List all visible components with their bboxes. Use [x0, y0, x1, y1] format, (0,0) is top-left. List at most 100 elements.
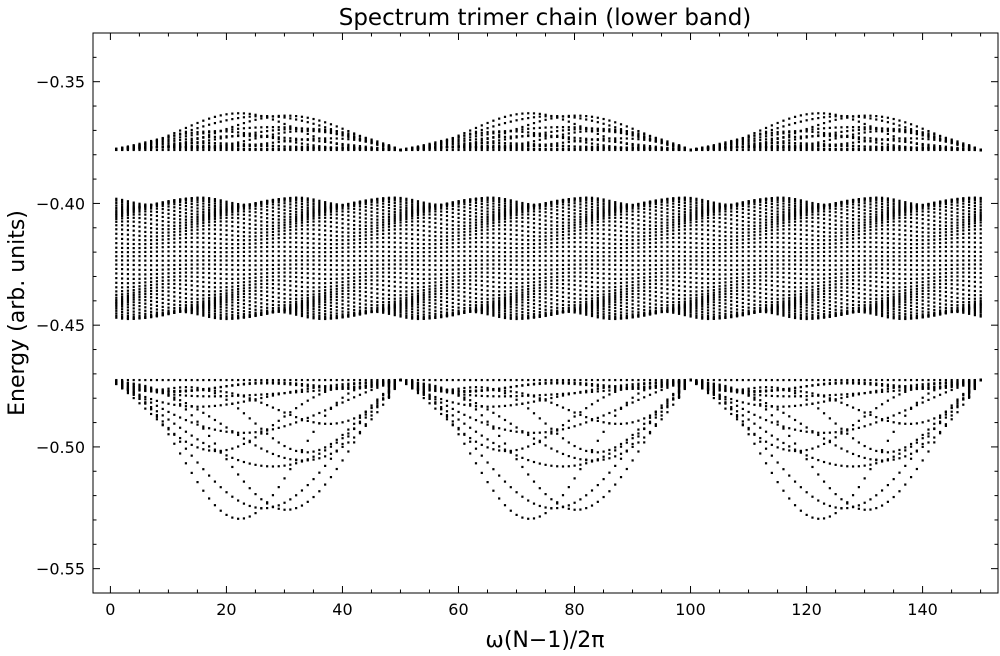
- scatter-point: [300, 196, 304, 199]
- scatter-point: [167, 134, 170, 137]
- scatter-point: [138, 246, 141, 250]
- scatter-point: [335, 312, 338, 315]
- scatter-point: [184, 378, 188, 382]
- scatter-point: [132, 277, 135, 280]
- scatter-point: [416, 148, 420, 152]
- scatter-point: [184, 215, 188, 218]
- scatter-point: [498, 241, 501, 245]
- scatter-point: [277, 254, 280, 258]
- scatter-point: [393, 297, 396, 300]
- scatter-point: [248, 112, 251, 115]
- scatter-point: [353, 427, 356, 430]
- scatter-point: [196, 388, 199, 392]
- scatter-point: [202, 441, 205, 445]
- scatter-point: [463, 231, 466, 234]
- scatter-point: [155, 207, 159, 210]
- scatter-point: [115, 298, 118, 301]
- scatter-point: [300, 383, 304, 386]
- scatter-point: [260, 142, 263, 146]
- scatter-point: [405, 259, 408, 262]
- scatter-point: [260, 378, 263, 382]
- scatter-point: [138, 147, 141, 150]
- scatter-point: [416, 273, 420, 276]
- scatter-point: [208, 497, 211, 500]
- scatter-point: [237, 213, 240, 216]
- scatter-point: [329, 263, 333, 267]
- scatter-point: [254, 118, 257, 121]
- scatter-point: [498, 139, 501, 142]
- scatter-point: [451, 146, 454, 149]
- scatter-point: [382, 226, 385, 229]
- scatter-point: [457, 268, 460, 271]
- scatter-point: [312, 386, 315, 389]
- scatter-point: [237, 117, 240, 120]
- scatter-point: [353, 138, 356, 141]
- scatter-point: [231, 213, 234, 216]
- scatter-point: [173, 396, 176, 399]
- scatter-point: [376, 147, 379, 150]
- scatter-point: [498, 272, 501, 275]
- scatter-point: [202, 280, 205, 284]
- scatter-point: [480, 405, 483, 408]
- scatter-point: [503, 298, 507, 301]
- scatter-point: [289, 213, 292, 216]
- scatter-point: [219, 308, 222, 311]
- scatter-point: [295, 297, 298, 300]
- scatter-point: [150, 296, 153, 299]
- scatter-point: [306, 232, 309, 235]
- scatter-point: [266, 393, 269, 396]
- scatter-point: [237, 499, 240, 502]
- scatter-point: [271, 382, 275, 385]
- scatter-point: [266, 286, 269, 289]
- scatter-point: [440, 214, 443, 217]
- scatter-point: [457, 238, 460, 241]
- scatter-point: [225, 263, 228, 266]
- scatter-point: [231, 135, 234, 138]
- scatter-point: [306, 204, 309, 207]
- scatter-point: [318, 385, 321, 389]
- scatter-point: [324, 273, 327, 276]
- scatter-point: [503, 303, 507, 306]
- scatter-point: [219, 289, 222, 293]
- scatter-point: [428, 308, 431, 311]
- scatter-point: [440, 303, 443, 306]
- scatter-point: [184, 386, 188, 389]
- scatter-point: [486, 408, 489, 411]
- scatter-point: [503, 122, 507, 125]
- scatter-point: [376, 148, 379, 152]
- scatter-point: [382, 236, 385, 239]
- scatter-point: [283, 279, 286, 282]
- scatter-point: [213, 378, 217, 382]
- scatter-point: [440, 277, 443, 280]
- scatter-point: [196, 232, 199, 235]
- scatter-point: [132, 255, 135, 258]
- scatter-point: [324, 234, 327, 237]
- scatter-point: [318, 297, 321, 300]
- scatter-point: [329, 316, 333, 319]
- scatter-point: [393, 387, 396, 390]
- scatter-point: [370, 385, 373, 389]
- scatter-point: [486, 280, 489, 283]
- scatter-point: [480, 128, 483, 132]
- scatter-point: [126, 296, 130, 300]
- scatter-point: [213, 312, 217, 315]
- scatter-point: [312, 228, 315, 231]
- scatter-point: [283, 114, 286, 117]
- scatter-point: [121, 272, 124, 275]
- scatter-point: [219, 212, 222, 215]
- scatter-point: [202, 285, 205, 288]
- scatter-point: [498, 224, 501, 227]
- scatter-point: [486, 284, 489, 288]
- scatter-point: [242, 250, 246, 253]
- scatter-point: [248, 203, 251, 207]
- scatter-point: [457, 146, 460, 149]
- scatter-point: [266, 202, 269, 205]
- scatter-point: [161, 423, 164, 426]
- scatter-point: [132, 293, 135, 297]
- scatter-point: [480, 236, 483, 239]
- scatter-point: [382, 148, 385, 152]
- scatter-point: [295, 462, 298, 465]
- scatter-point: [463, 413, 466, 416]
- scatter-point: [503, 395, 507, 398]
- scatter-point: [370, 263, 373, 267]
